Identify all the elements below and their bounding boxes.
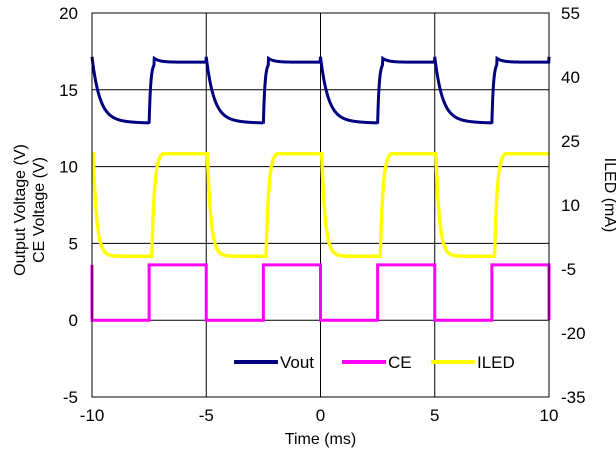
y-left-tick-label: 20 bbox=[59, 4, 78, 23]
x-tick-label: 0 bbox=[316, 406, 325, 425]
y-left-tick-label: -5 bbox=[63, 388, 78, 407]
series-line-vout bbox=[90, 55, 551, 125]
y-left-tick-label: 15 bbox=[59, 81, 78, 100]
legend-label-vout: Vout bbox=[280, 353, 314, 372]
y-left-tick-label: 5 bbox=[69, 234, 78, 253]
y-right-tick-label: -20 bbox=[561, 324, 586, 343]
y-right-tick-label: 55 bbox=[561, 4, 580, 23]
y-right-tick-label: 10 bbox=[561, 196, 580, 215]
x-tick-label: -10 bbox=[80, 406, 105, 425]
y-left-tick-label: 10 bbox=[59, 158, 78, 177]
series-line-ce bbox=[90, 263, 551, 322]
x-axis-title: Time (ms) bbox=[285, 431, 356, 448]
y-right-tick-label: -35 bbox=[561, 388, 586, 407]
legend: Vout CE ILED bbox=[234, 353, 515, 372]
y-right-tick-label: -5 bbox=[561, 260, 576, 279]
series-line-iled bbox=[91, 152, 549, 258]
y-left-tick-label: 0 bbox=[69, 311, 78, 330]
legend-label-iled: ILED bbox=[477, 353, 515, 372]
y-right-tick-label: 40 bbox=[561, 68, 580, 87]
y-right-tick-label: 25 bbox=[561, 132, 580, 151]
y-left-axis-title-ce-voltage: CE Voltage (V) bbox=[31, 157, 48, 263]
y-right-axis-title: ILED (mA) bbox=[601, 158, 616, 233]
x-tick-label: -5 bbox=[199, 406, 214, 425]
x-tick-label: 5 bbox=[430, 406, 439, 425]
grid bbox=[92, 13, 549, 397]
legend-label-ce: CE bbox=[388, 353, 412, 372]
plot-series bbox=[90, 55, 551, 322]
y-left-axis-title-output-voltage: Output Voltage (V) bbox=[12, 144, 29, 276]
x-tick-label: 10 bbox=[540, 406, 559, 425]
plot-frame bbox=[91, 12, 550, 398]
